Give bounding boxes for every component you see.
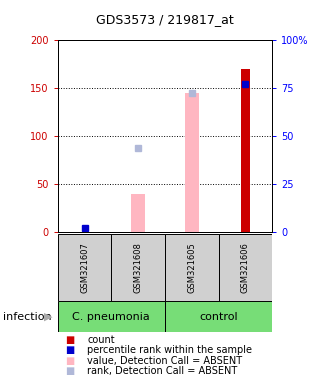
Text: GSM321605: GSM321605 — [187, 242, 196, 293]
Text: C. pneumonia: C. pneumonia — [73, 312, 150, 322]
Bar — [165, 301, 272, 332]
Bar — [58, 234, 112, 301]
Text: rank, Detection Call = ABSENT: rank, Detection Call = ABSENT — [87, 366, 238, 376]
Text: ■: ■ — [65, 356, 74, 366]
Bar — [185, 93, 199, 232]
Text: infection: infection — [3, 312, 52, 322]
Text: GSM321606: GSM321606 — [241, 242, 250, 293]
Text: GSM321607: GSM321607 — [80, 242, 89, 293]
Text: ■: ■ — [65, 366, 74, 376]
Bar — [218, 234, 272, 301]
Text: percentile rank within the sample: percentile rank within the sample — [87, 345, 252, 355]
Text: ▶: ▶ — [44, 312, 52, 322]
Text: value, Detection Call = ABSENT: value, Detection Call = ABSENT — [87, 356, 243, 366]
Text: count: count — [87, 335, 115, 345]
Text: GDS3573 / 219817_at: GDS3573 / 219817_at — [96, 13, 234, 26]
Bar — [112, 234, 165, 301]
Text: ■: ■ — [65, 335, 74, 345]
Text: control: control — [199, 312, 238, 322]
Text: ■: ■ — [65, 345, 74, 355]
Bar — [131, 194, 145, 232]
Bar — [241, 69, 250, 232]
Bar — [165, 234, 218, 301]
Bar — [58, 301, 165, 332]
Text: GSM321608: GSM321608 — [134, 242, 143, 293]
